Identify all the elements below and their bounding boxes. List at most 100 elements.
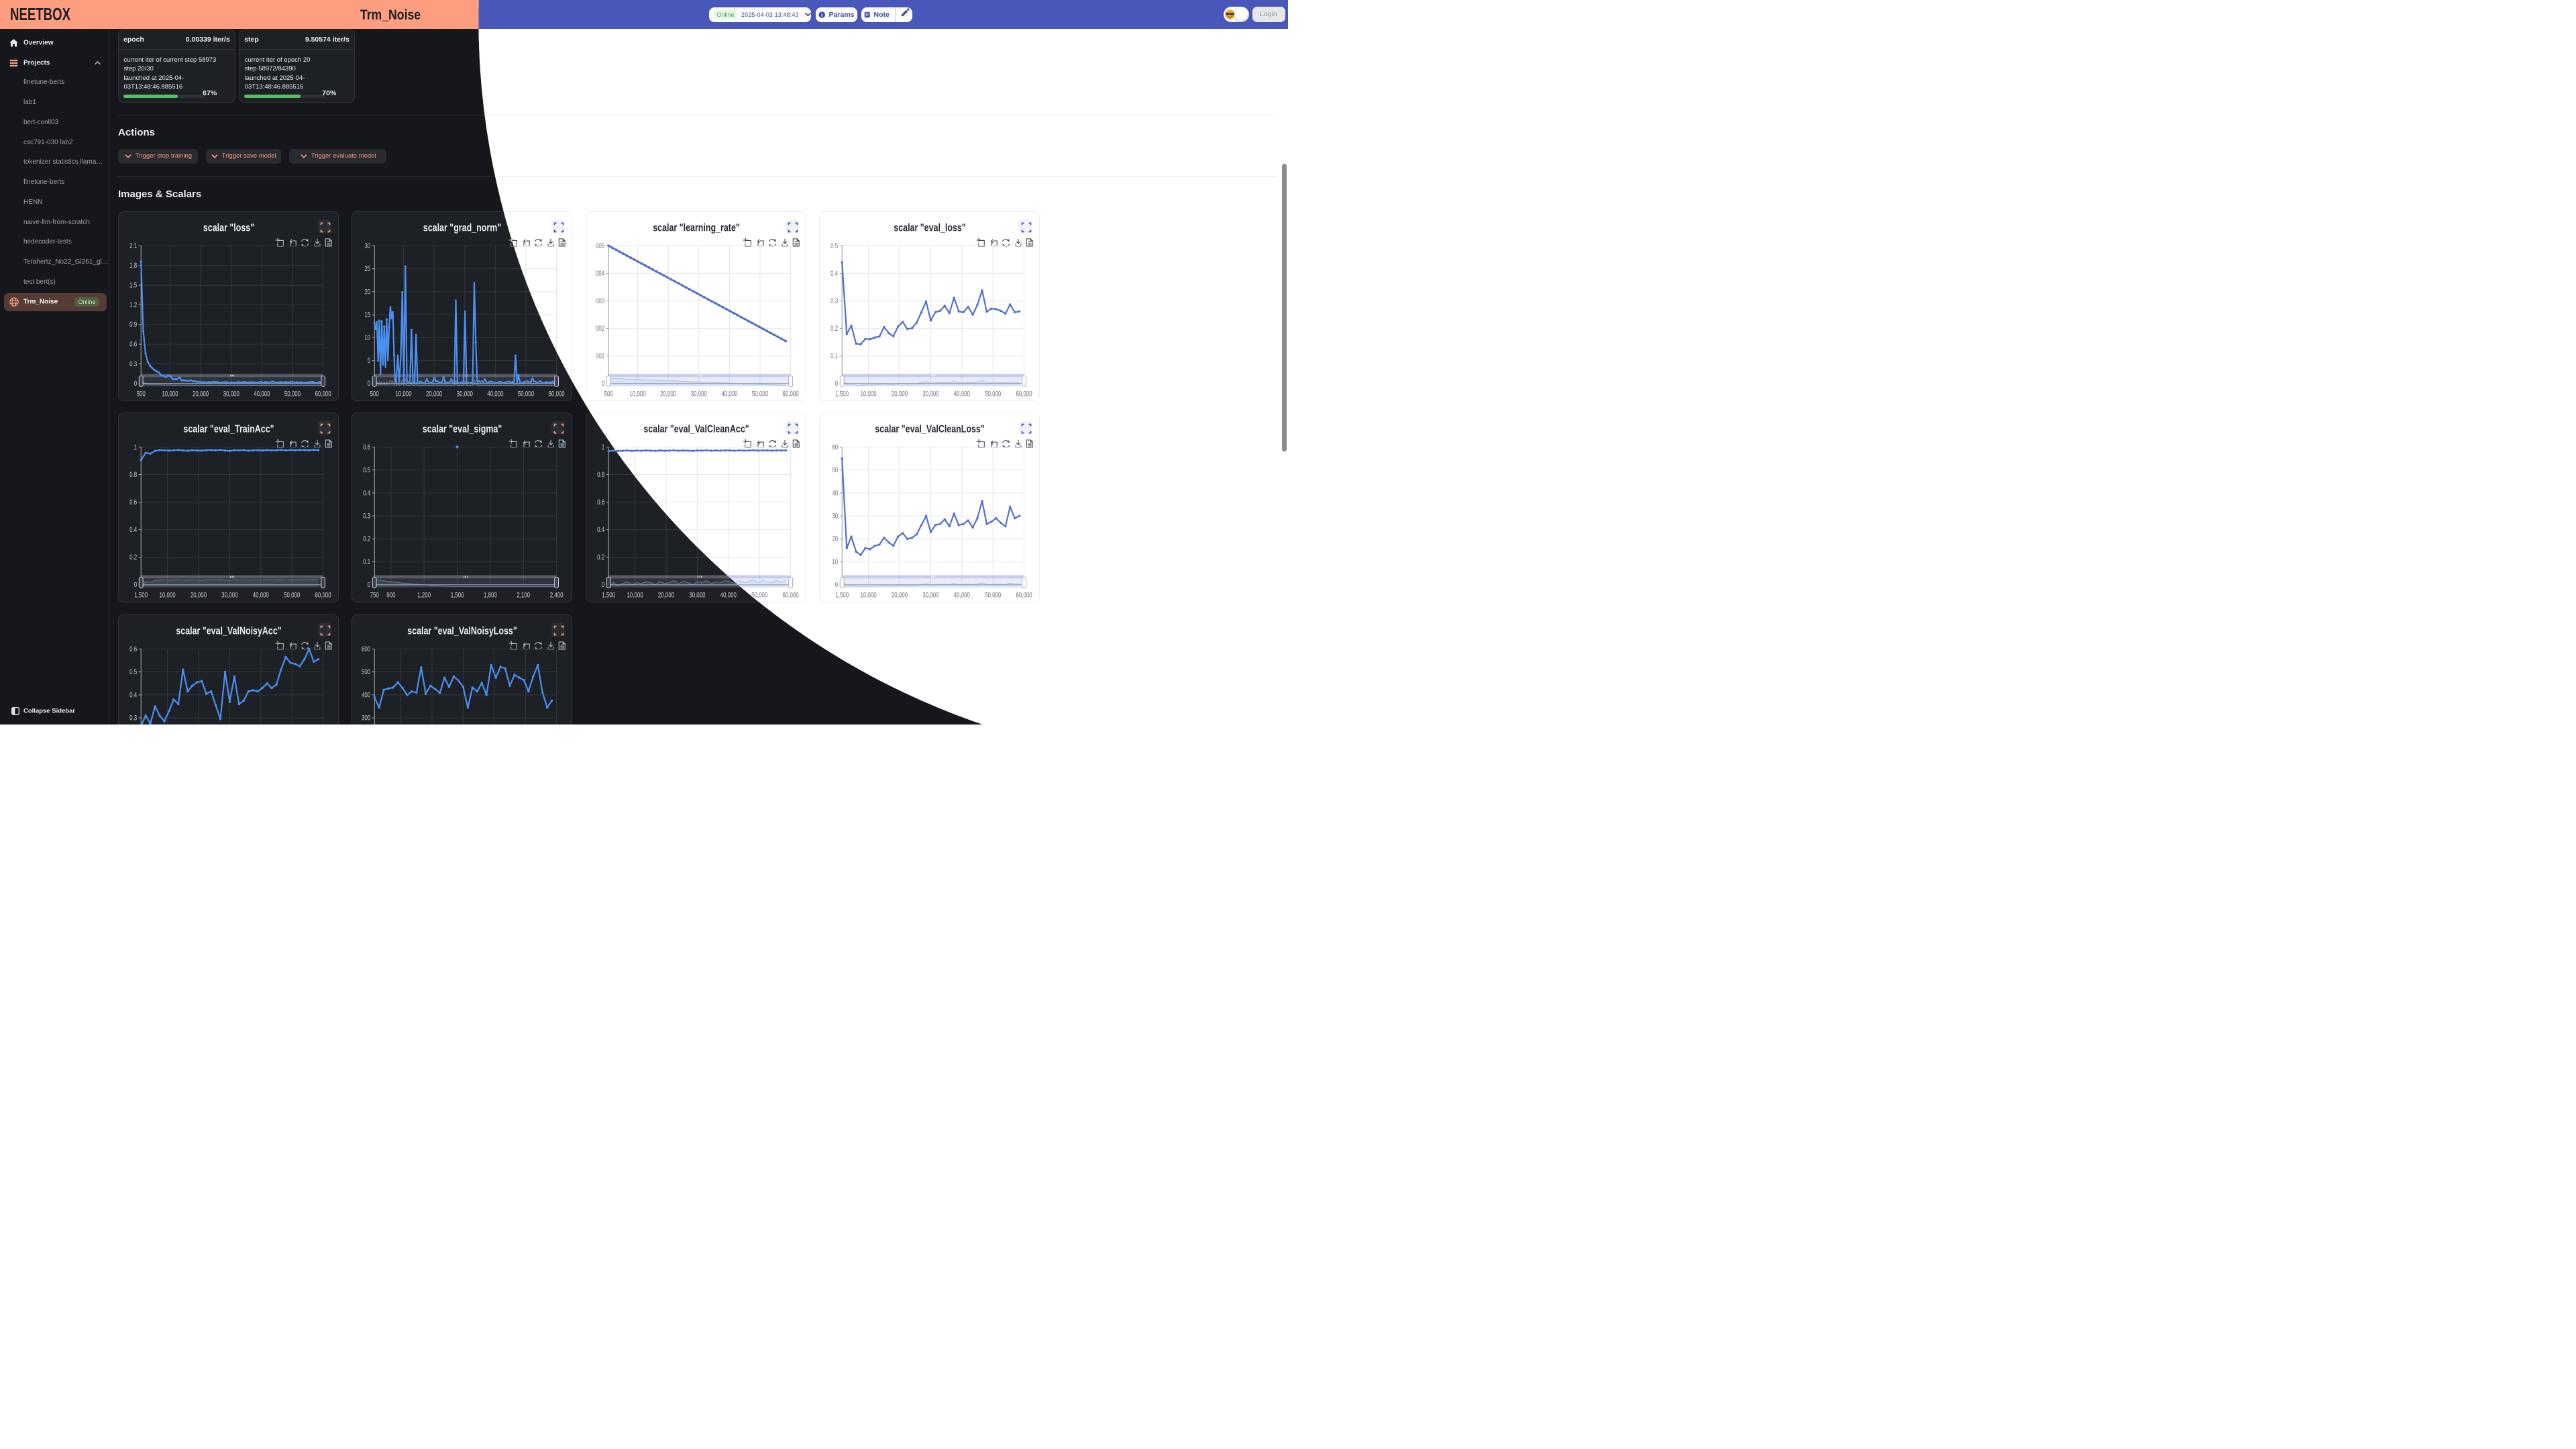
svg-text:scalar "eval_loss": scalar "eval_loss" xyxy=(894,222,965,234)
svg-text:0: 0 xyxy=(835,581,838,590)
svg-text:0.2: 0.2 xyxy=(597,553,604,562)
svg-text:500: 500 xyxy=(362,667,370,676)
svg-text:1,500: 1,500 xyxy=(451,591,464,600)
svg-text:1.5: 1.5 xyxy=(129,281,137,290)
svg-text:500: 500 xyxy=(604,390,612,398)
svg-text:0: 0 xyxy=(368,380,370,388)
svg-text:002: 002 xyxy=(596,324,604,333)
svg-text:30,000: 30,000 xyxy=(223,390,239,398)
svg-text:750: 750 xyxy=(370,591,379,600)
svg-text:30,000: 30,000 xyxy=(690,390,706,398)
svg-text:0.5: 0.5 xyxy=(364,466,371,475)
svg-text:0.8: 0.8 xyxy=(597,471,604,480)
svg-text:0.4: 0.4 xyxy=(830,269,839,278)
svg-text:60,000: 60,000 xyxy=(1016,591,1032,600)
svg-text:0.9: 0.9 xyxy=(129,321,137,329)
svg-text:30,000: 30,000 xyxy=(922,390,938,398)
svg-text:60,000: 60,000 xyxy=(549,390,565,398)
svg-text:scalar "grad_norm": scalar "grad_norm" xyxy=(423,222,501,234)
svg-text:2.1: 2.1 xyxy=(129,241,137,250)
svg-text:scalar "learning_rate": scalar "learning_rate" xyxy=(653,222,740,234)
svg-text:10: 10 xyxy=(833,558,839,567)
svg-text:0.3: 0.3 xyxy=(129,714,137,722)
svg-text:1,500: 1,500 xyxy=(602,591,615,600)
svg-text:0: 0 xyxy=(368,581,370,590)
svg-text:0.8: 0.8 xyxy=(129,471,137,480)
svg-text:0.5: 0.5 xyxy=(830,241,838,250)
svg-text:0: 0 xyxy=(602,380,604,388)
svg-text:scalar "loss": scalar "loss" xyxy=(203,222,254,234)
svg-text:900: 900 xyxy=(387,591,396,600)
svg-text:50,000: 50,000 xyxy=(985,390,1001,398)
svg-text:40,000: 40,000 xyxy=(721,390,737,398)
svg-text:1,500: 1,500 xyxy=(134,591,148,600)
svg-text:10: 10 xyxy=(365,333,371,342)
svg-text:scalar "eval_ValNoisyAcc": scalar "eval_ValNoisyAcc" xyxy=(176,625,281,637)
svg-text:0.1: 0.1 xyxy=(830,352,838,360)
svg-text:30: 30 xyxy=(365,241,371,250)
svg-text:5: 5 xyxy=(368,356,370,365)
svg-text:40,000: 40,000 xyxy=(954,390,970,398)
svg-text:50,000: 50,000 xyxy=(985,591,1001,600)
svg-text:1,500: 1,500 xyxy=(835,390,849,398)
svg-text:0.6: 0.6 xyxy=(597,498,604,507)
svg-text:004: 004 xyxy=(596,269,605,278)
svg-text:0.2: 0.2 xyxy=(830,324,838,333)
svg-text:2,100: 2,100 xyxy=(517,591,531,600)
svg-text:0.4: 0.4 xyxy=(597,526,605,535)
svg-text:scalar "eval_sigma": scalar "eval_sigma" xyxy=(423,423,502,435)
svg-text:15: 15 xyxy=(365,311,371,319)
svg-text:20,000: 20,000 xyxy=(660,390,676,398)
svg-text:scalar "eval_ValCleanAcc": scalar "eval_ValCleanAcc" xyxy=(643,423,749,435)
svg-text:40: 40 xyxy=(833,489,839,498)
svg-text:0.6: 0.6 xyxy=(129,498,137,507)
svg-text:003: 003 xyxy=(596,297,604,305)
svg-text:0.4: 0.4 xyxy=(129,526,138,535)
svg-text:30,000: 30,000 xyxy=(457,390,473,398)
svg-text:0.6: 0.6 xyxy=(129,645,137,653)
svg-text:500: 500 xyxy=(370,390,379,398)
svg-text:500: 500 xyxy=(137,390,146,398)
svg-text:1: 1 xyxy=(134,443,137,452)
svg-text:60,000: 60,000 xyxy=(315,390,331,398)
svg-text:40,000: 40,000 xyxy=(954,591,970,600)
svg-text:0.4: 0.4 xyxy=(129,691,138,700)
svg-text:0.2: 0.2 xyxy=(129,553,137,562)
svg-text:scalar "eval_ValCleanLoss": scalar "eval_ValCleanLoss" xyxy=(875,423,985,435)
svg-text:1: 1 xyxy=(602,443,604,452)
svg-text:1,200: 1,200 xyxy=(418,591,431,600)
svg-text:20,000: 20,000 xyxy=(658,591,674,600)
svg-text:50,000: 50,000 xyxy=(751,591,767,600)
svg-text:30,000: 30,000 xyxy=(689,591,705,600)
svg-text:0.1: 0.1 xyxy=(364,558,371,567)
svg-text:scalar "eval_ValNoisyLoss": scalar "eval_ValNoisyLoss" xyxy=(408,625,518,637)
svg-text:30: 30 xyxy=(833,512,839,521)
svg-text:10,000: 10,000 xyxy=(162,390,178,398)
svg-text:1.2: 1.2 xyxy=(129,301,137,309)
svg-text:0.3: 0.3 xyxy=(364,512,371,521)
svg-text:60,000: 60,000 xyxy=(1016,390,1032,398)
svg-text:40,000: 40,000 xyxy=(253,591,269,600)
svg-text:10,000: 10,000 xyxy=(861,390,877,398)
svg-text:50,000: 50,000 xyxy=(518,390,534,398)
svg-text:0.6: 0.6 xyxy=(129,340,137,349)
svg-text:2,400: 2,400 xyxy=(550,591,564,600)
svg-text:1,800: 1,800 xyxy=(484,591,497,600)
svg-text:60,000: 60,000 xyxy=(315,591,331,600)
svg-text:0: 0 xyxy=(602,581,604,590)
svg-text:50: 50 xyxy=(833,466,839,475)
svg-text:60,000: 60,000 xyxy=(782,591,798,600)
svg-text:005: 005 xyxy=(596,241,604,250)
svg-text:30,000: 30,000 xyxy=(221,591,237,600)
svg-text:50,000: 50,000 xyxy=(752,390,768,398)
svg-text:20,000: 20,000 xyxy=(426,390,442,398)
svg-text:0: 0 xyxy=(134,380,137,388)
svg-text:20: 20 xyxy=(833,535,839,544)
svg-text:0.4: 0.4 xyxy=(364,489,372,498)
svg-text:40,000: 40,000 xyxy=(254,390,270,398)
svg-text:20,000: 20,000 xyxy=(892,591,908,600)
svg-text:50,000: 50,000 xyxy=(284,390,301,398)
svg-text:0: 0 xyxy=(134,581,137,590)
svg-text:0.5: 0.5 xyxy=(129,667,137,676)
svg-text:0.6: 0.6 xyxy=(364,443,371,452)
